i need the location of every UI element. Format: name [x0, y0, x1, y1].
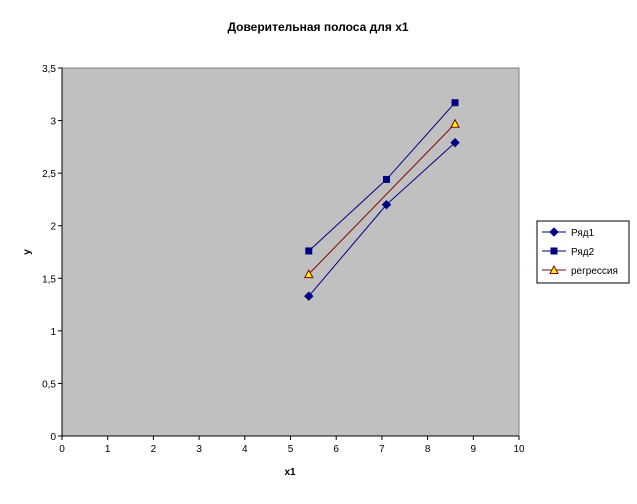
- series-layer: [303, 99, 460, 301]
- data-point: [381, 199, 392, 210]
- legend-item: регрессия: [542, 264, 618, 277]
- series-3: [303, 118, 460, 279]
- x-tick-label: 9: [471, 444, 477, 455]
- x-tick-label: 4: [242, 444, 248, 455]
- data-point: [451, 99, 459, 107]
- x-axis-ticks: 0 1 2 3 4 5 6 7 8 9 10: [59, 436, 525, 455]
- y-tick-label: 2: [50, 222, 56, 233]
- data-point: [304, 291, 314, 301]
- legend-item: Ряд2: [542, 247, 595, 258]
- x-tick-label: 6: [333, 444, 339, 455]
- series-1: [304, 137, 460, 301]
- x-tick-label: 1: [105, 444, 111, 455]
- x-axis-label: x1: [284, 467, 296, 478]
- plot-area: [61, 67, 520, 437]
- legend-label: регрессия: [571, 266, 618, 277]
- y-tick-label: 0,5: [42, 379, 56, 390]
- legend: Ряд1 Ряд2 регрессия: [536, 220, 630, 284]
- data-point: [450, 137, 460, 148]
- data-point: [382, 175, 390, 183]
- x-tick-label: 2: [151, 444, 157, 455]
- y-tick-label: 0: [50, 432, 56, 443]
- y-tick-label: 1,5: [42, 274, 56, 285]
- y-tick-label: 1: [50, 327, 56, 338]
- legend-marker: [549, 264, 559, 274]
- data-point: [303, 269, 314, 279]
- y-axis-ticks: 0 0,5 1 1,5 2 2,5 3 3,5: [42, 64, 62, 443]
- y-tick-label: 3: [50, 117, 56, 128]
- data-point: [450, 118, 460, 128]
- legend-marker: [550, 247, 558, 255]
- x-tick-label: 7: [379, 444, 385, 455]
- series-line: [308, 123, 456, 275]
- legend-label: Ряд2: [571, 247, 595, 258]
- x-tick-label: 5: [288, 444, 294, 455]
- x-tick-label: 0: [59, 444, 65, 455]
- y-axis-label: y: [22, 249, 33, 255]
- y-tick-label: 2,5: [42, 169, 56, 180]
- y-tick-label: 3,5: [42, 64, 56, 75]
- data-point: [305, 247, 313, 255]
- x-tick-label: 3: [196, 444, 202, 455]
- chart-title: Доверительная полоса для x1: [227, 20, 408, 34]
- series-2: [305, 99, 459, 255]
- x-tick-label: 10: [513, 444, 525, 455]
- legend-label: Ряд1: [571, 228, 595, 239]
- x-tick-label: 8: [425, 444, 431, 455]
- legend-item: Ряд1: [542, 227, 595, 239]
- legend-marker: [549, 227, 559, 237]
